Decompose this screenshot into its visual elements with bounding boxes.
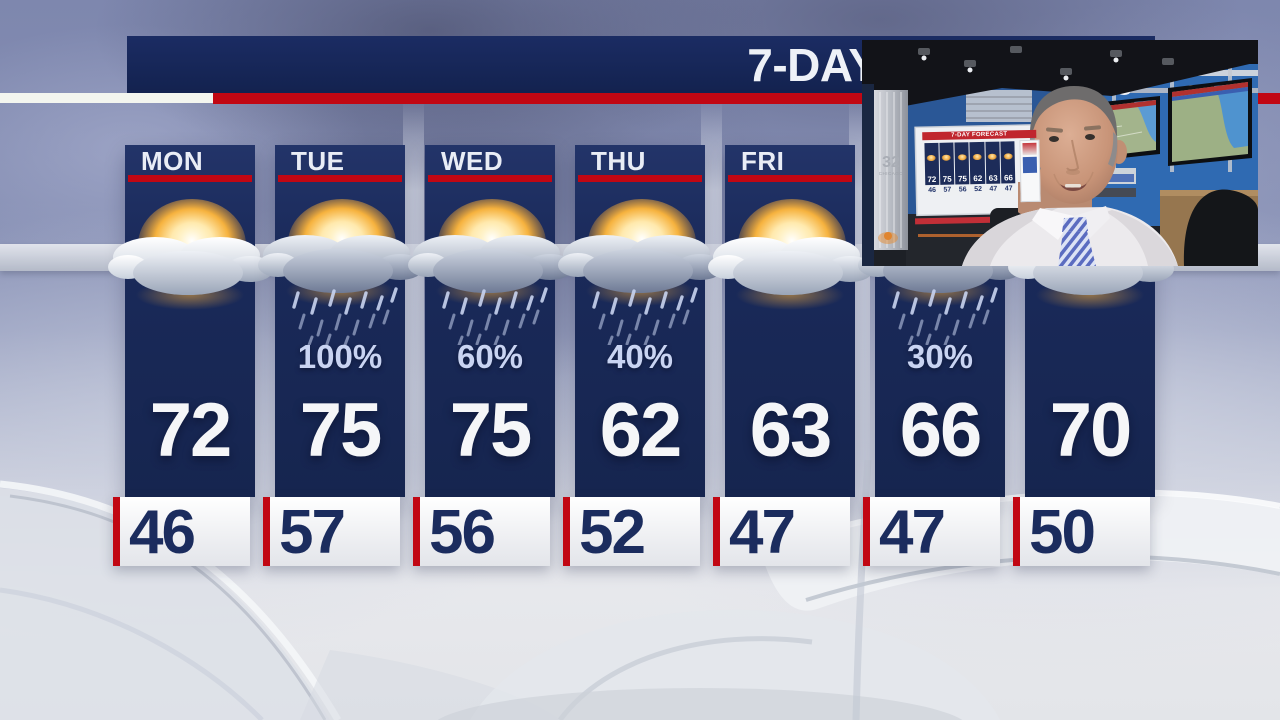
low-temp: 46 [129, 498, 196, 567]
low-temp-box: 47 [863, 497, 1000, 566]
weather-icon-wrap [400, 195, 580, 345]
high-temp: 75 [299, 388, 383, 473]
day-label: WED [441, 146, 504, 176]
partly-cloudy-icon [700, 195, 880, 345]
high-temp: 62 [599, 388, 683, 473]
weatherman-hair [1029, 86, 1118, 140]
day-label: TUE [291, 146, 345, 176]
weather-icon-wrap [100, 195, 280, 345]
day-header: FRI [725, 145, 855, 182]
forecast-day-column: WED 60% 75 [425, 145, 555, 497]
day-label: THU [591, 146, 646, 176]
low-temp-red-accent [713, 497, 720, 566]
station-logo-city: CHICAGO [879, 171, 904, 176]
low-temp-red-accent [413, 497, 420, 566]
day-header: WED [425, 145, 555, 182]
station-logo-pillar: 32 CHICAGO [862, 84, 908, 266]
low-temp-red-accent [1013, 497, 1020, 566]
day-header-divider [728, 175, 852, 182]
day-header-divider [278, 175, 402, 182]
precip-chance: 40% [606, 338, 674, 375]
precip-chance: 30% [906, 338, 974, 375]
forecast-day-column: MON 72 [125, 145, 255, 497]
high-temp: 66 [899, 388, 983, 473]
low-temp: 52 [579, 498, 646, 567]
low-temp: 47 [879, 498, 946, 567]
low-temp-box: 50 [1013, 497, 1150, 566]
studio-lights [918, 46, 1174, 81]
low-temp: 50 [1029, 498, 1096, 567]
precip-chance: 100% [297, 338, 383, 375]
precip-chance: 60% [456, 338, 524, 375]
low-temp-box: 56 [413, 497, 550, 566]
studio-ceiling [862, 40, 1258, 114]
partly-cloudy-icon [100, 195, 280, 345]
rain-showers-icon [550, 195, 730, 345]
studio-scene: 32 CHICAGO [862, 40, 1258, 266]
title-white-stripe [0, 93, 213, 103]
forecast-day-column: FRI 63 [725, 145, 855, 497]
low-temp-box: 57 [263, 497, 400, 566]
studio-video-inset: 32 CHICAGO [862, 40, 1258, 266]
day-label: MON [141, 146, 204, 176]
low-temp-red-accent [563, 497, 570, 566]
low-temp: 57 [279, 498, 346, 567]
title-red-bar [213, 93, 1280, 104]
day-header-divider [428, 175, 552, 182]
high-temp: 72 [149, 388, 233, 473]
low-temp-box: 52 [563, 497, 700, 566]
low-temp-box: 46 [113, 497, 250, 566]
weather-icon-wrap [250, 195, 430, 345]
day-header: TUE [275, 145, 405, 182]
rain-showers-icon [400, 195, 580, 345]
weather-icon-wrap [550, 195, 730, 345]
office-chair [1183, 189, 1258, 266]
low-temp-box: 47 [713, 497, 850, 566]
high-temp: 70 [1049, 388, 1133, 473]
forecast-day-column: THU 40% 62 [575, 145, 705, 497]
day-header-divider [578, 175, 702, 182]
low-temp: 47 [729, 498, 796, 567]
low-temp-red-accent [263, 497, 270, 566]
high-temp: 75 [449, 388, 533, 473]
day-label: FRI [741, 146, 785, 176]
studio-background-pillar [403, 98, 424, 518]
station-logo-number: 32 [882, 154, 900, 171]
low-temp: 56 [429, 498, 496, 567]
day-header: MON [125, 145, 255, 182]
high-temp: 63 [749, 388, 833, 473]
map-monitor-2 [1168, 78, 1252, 166]
day-header: THU [575, 145, 705, 182]
low-temp-red-accent [113, 497, 120, 566]
day-header-divider [128, 175, 252, 182]
low-temp-red-accent [863, 497, 870, 566]
weather-icon-wrap [700, 195, 880, 345]
weatherman-tie [1062, 217, 1088, 232]
rain-showers-icon [250, 195, 430, 345]
forecast-day-column: TUE 100% 75 [275, 145, 405, 497]
